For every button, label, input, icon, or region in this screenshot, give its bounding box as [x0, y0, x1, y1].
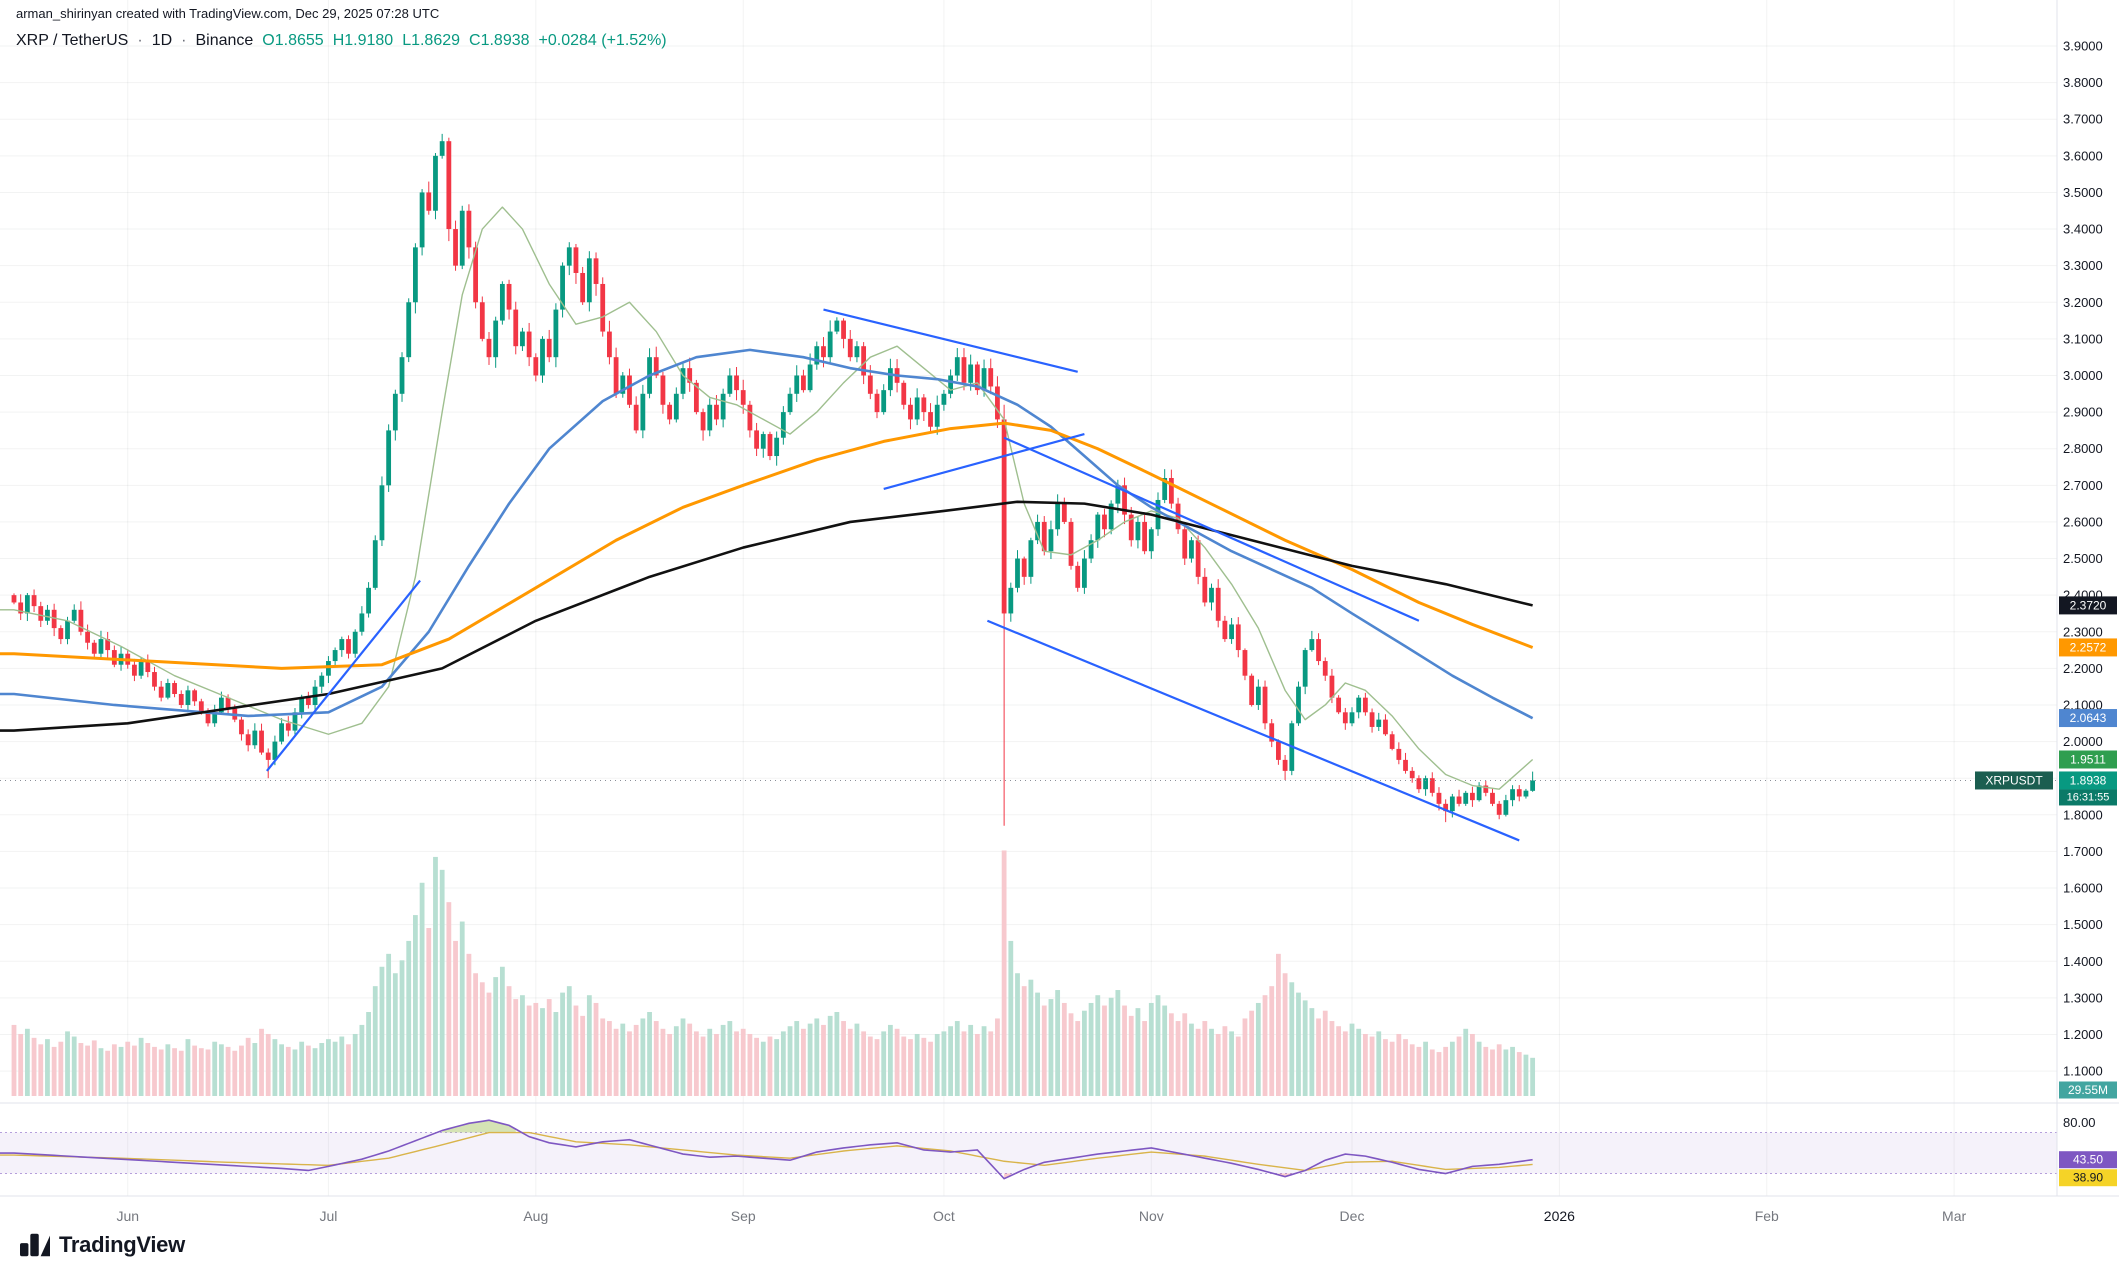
last-price-badge: 1.8938	[2059, 771, 2117, 790]
svg-text:2.6000: 2.6000	[2063, 514, 2103, 529]
svg-text:3.4000: 3.4000	[2063, 222, 2103, 237]
svg-text:2.9000: 2.9000	[2063, 405, 2103, 420]
trend-line-2	[823, 308, 1078, 373]
ma-50-line	[0, 348, 1534, 720]
ma-fast-line	[0, 206, 1534, 790]
symbol-price-tag: XRPUSDT	[1975, 771, 2053, 790]
svg-text:1.8000: 1.8000	[2063, 807, 2103, 822]
trend-line-4	[1003, 436, 1420, 622]
rsi-line	[0, 1119, 1533, 1180]
volume-badge: 29.55M	[2059, 1081, 2117, 1099]
svg-text:Aug: Aug	[523, 1208, 548, 1224]
svg-text:Sep: Sep	[731, 1208, 756, 1224]
svg-text:3.0000: 3.0000	[2063, 368, 2103, 383]
svg-text:2.2572: 2.2572	[2070, 640, 2107, 654]
svg-text:3.7000: 3.7000	[2063, 112, 2103, 127]
trend-line-3	[883, 433, 1085, 491]
svg-text:2.1000: 2.1000	[2063, 697, 2103, 712]
ohlc-close: C1.8938	[469, 32, 530, 49]
svg-text:2.7000: 2.7000	[2063, 478, 2103, 493]
svg-text:1.7000: 1.7000	[2063, 844, 2103, 859]
volume-layer	[11, 850, 1536, 1096]
svg-text:1.6000: 1.6000	[2063, 881, 2103, 896]
svg-text:XRPUSDT: XRPUSDT	[1985, 773, 2043, 787]
legend-separator: ·	[181, 32, 187, 49]
ohlc-high: H1.9180	[332, 32, 394, 49]
legend-separator: ·	[137, 32, 143, 49]
trend-line-1	[266, 579, 421, 772]
trend-lines-layer[interactable]	[266, 308, 1520, 842]
rsi-ma-badge: 38.90	[2059, 1169, 2117, 1187]
svg-text:3.1000: 3.1000	[2063, 331, 2103, 346]
svg-text:38.90: 38.90	[2073, 1171, 2103, 1185]
interval-label[interactable]: 1D	[151, 32, 173, 49]
svg-text:Feb: Feb	[1755, 1208, 1779, 1224]
svg-text:29.55M: 29.55M	[2068, 1083, 2108, 1097]
svg-text:2.5000: 2.5000	[2063, 551, 2103, 566]
svg-text:16:31:55: 16:31:55	[2067, 791, 2110, 803]
ma-price-badge: 1.9511	[2059, 750, 2117, 769]
symbol-title[interactable]: XRP / TetherUS	[16, 32, 129, 49]
svg-text:2.0000: 2.0000	[2063, 734, 2103, 749]
grid-layer	[0, 0, 2057, 1196]
svg-text:1.8938: 1.8938	[2070, 773, 2107, 787]
svg-text:2.3000: 2.3000	[2063, 624, 2103, 639]
svg-text:Jun: Jun	[116, 1208, 139, 1224]
ma-price-badge: 2.0643	[2059, 709, 2117, 728]
svg-text:80.00: 80.00	[2063, 1115, 2096, 1130]
svg-text:3.3000: 3.3000	[2063, 258, 2103, 273]
axis-badges-layer: 2.3720 2.2572 2.0643 1.9511 1.8938 16:31:55 XR…	[1975, 596, 2117, 1187]
svg-text:1.5000: 1.5000	[2063, 917, 2103, 932]
svg-text:1.1000: 1.1000	[2063, 1064, 2103, 1079]
svg-text:3.6000: 3.6000	[2063, 148, 2103, 163]
tradingview-logo-icon	[20, 1233, 50, 1257]
tradingview-logo[interactable]: TradingView	[20, 1232, 185, 1258]
svg-text:Nov: Nov	[1139, 1208, 1164, 1224]
svg-text:2.8000: 2.8000	[2063, 441, 2103, 456]
candles-layer[interactable]	[0, 133, 2057, 826]
svg-text:Jul: Jul	[319, 1208, 337, 1224]
price-axis[interactable]: 3.9000 3.8000 3.7000 3.6000 3.5000 3.4000 3.30…	[0, 0, 2119, 1197]
svg-text:2026: 2026	[1544, 1208, 1575, 1224]
ma-price-badge: 2.3720	[2059, 596, 2117, 615]
svg-text:Mar: Mar	[1942, 1208, 1966, 1224]
ma-price-badge: 2.2572	[2059, 638, 2117, 657]
svg-text:2.0643: 2.0643	[2070, 711, 2107, 725]
moving-averages-layer	[0, 206, 1534, 790]
attribution-text: arman_shirinyan created with TradingView…	[16, 6, 440, 21]
svg-text:2.2000: 2.2000	[2063, 661, 2103, 676]
svg-text:3.5000: 3.5000	[2063, 185, 2103, 200]
rsi-pane: 80.00	[0, 1115, 2096, 1180]
ma-200-line	[0, 500, 1533, 732]
svg-text:3.2000: 3.2000	[2063, 295, 2103, 310]
bar-countdown-badge: 16:31:55	[2059, 789, 2117, 806]
svg-text:1.4000: 1.4000	[2063, 954, 2103, 969]
ma-100-line	[0, 421, 1534, 670]
svg-text:Oct: Oct	[933, 1208, 955, 1224]
svg-text:1.2000: 1.2000	[2063, 1027, 2103, 1042]
svg-text:3.9000: 3.9000	[2063, 39, 2103, 54]
ohlc-open: O1.8655	[262, 32, 324, 49]
exchange-label[interactable]: Binance	[195, 32, 254, 49]
svg-text:1.3000: 1.3000	[2063, 990, 2103, 1005]
svg-text:1.9511: 1.9511	[2070, 752, 2106, 766]
trend-line-5	[986, 619, 1520, 842]
rsi-value-badge: 43.50	[2059, 1151, 2117, 1169]
time-axis[interactable]: Jun Jul Aug Sep Oct Nov Dec 2026 Feb Mar	[116, 1208, 1966, 1224]
chart-legend[interactable]: XRP / TetherUS · 1D · Binance O1.8655 H1…	[16, 32, 667, 50]
tradingview-wordmark: TradingView	[59, 1232, 185, 1257]
svg-text:3.8000: 3.8000	[2063, 75, 2103, 90]
svg-text:2.3720: 2.3720	[2070, 598, 2107, 612]
svg-text:Dec: Dec	[1340, 1208, 1365, 1224]
svg-text:43.50: 43.50	[2073, 1153, 2103, 1167]
rsi-ma-line	[0, 1131, 1533, 1172]
ohlc-low: L1.8629	[402, 32, 461, 49]
change-label: +0.0284 (+1.52%)	[538, 32, 667, 49]
